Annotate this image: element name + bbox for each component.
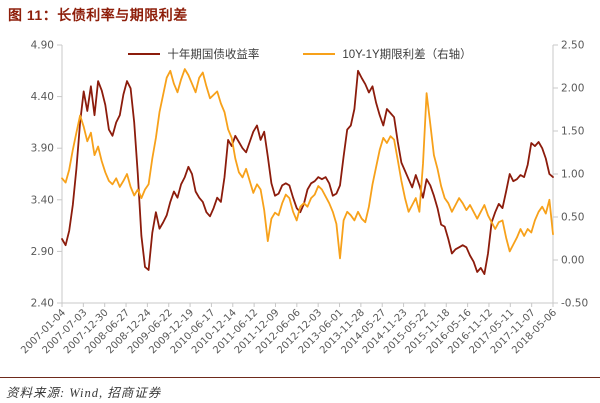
- source-note: 资料来源: Wind, 招商证券: [6, 386, 162, 400]
- left-axis-labels: 4.90 4.40 3.90 3.40 2.90 2.40: [31, 40, 62, 310]
- left-axis-tick-label: 3.40: [31, 194, 54, 206]
- yield-series-line: [61, 69, 554, 276]
- right-axis-tick-label: 1.00: [561, 169, 584, 181]
- footer-divider: [0, 377, 600, 378]
- right-axis-tick-label: 0.50: [561, 212, 584, 224]
- left-axis-tick-label: 2.90: [31, 246, 54, 258]
- left-axis-tick-label: 3.90: [31, 143, 54, 155]
- right-axis-tick-label: 2.50: [561, 40, 584, 52]
- right-axis-tick-label: -0.50: [561, 298, 588, 310]
- spread-series-line: [61, 68, 554, 260]
- figure-title: 图 11：长债利率与期限利差: [8, 7, 188, 23]
- right-axis-tick-label: 2.00: [561, 83, 584, 95]
- left-axis-tick-label: 4.90: [31, 40, 54, 52]
- axes: [61, 45, 554, 304]
- x-axis-labels: 2007-01-042007-07-032007-12-302008-06-27…: [19, 303, 559, 356]
- right-axis-tick-label: 0.00: [561, 255, 584, 267]
- left-axis-tick-label: 2.40: [31, 298, 54, 310]
- right-axis-tick-label: 1.50: [561, 126, 584, 138]
- right-axis-labels: 2.50 2.00 1.50 1.00 0.50 0.00 -0.50: [553, 40, 588, 310]
- line-chart: 4.90 4.40 3.90 3.40 2.90 2.40 2.50 2.00 1.50 1.00…: [19, 40, 588, 357]
- left-axis-tick-label: 4.40: [31, 91, 54, 103]
